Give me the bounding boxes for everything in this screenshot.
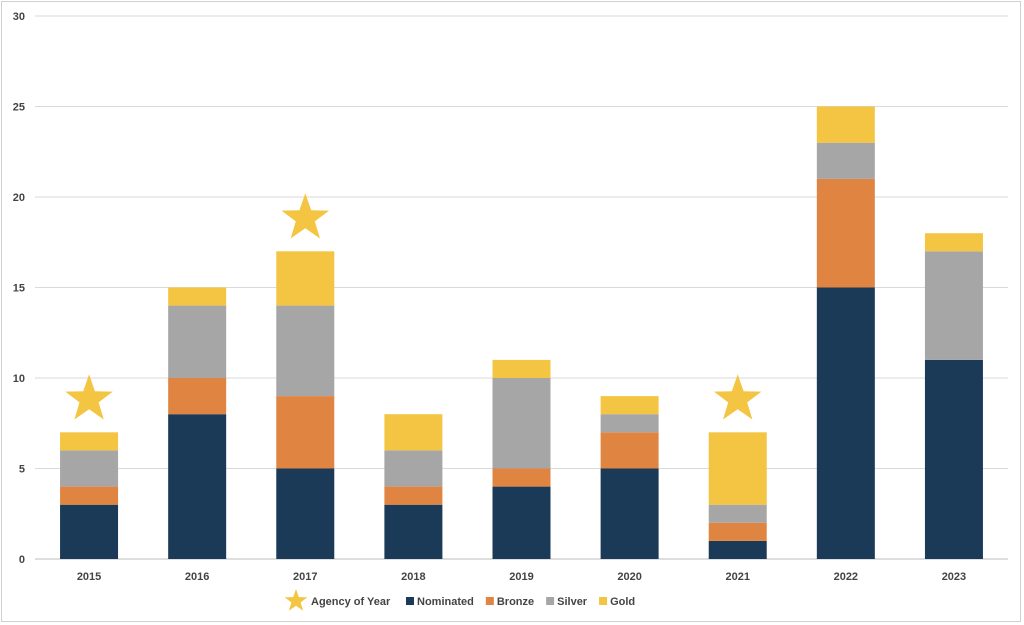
agency-of-year-star-icon	[713, 374, 762, 420]
legend-label: Nominated	[417, 596, 474, 608]
y-tick-label: 30	[13, 11, 25, 23]
bar-bronze-2016	[168, 378, 227, 415]
bar-silver-2016	[168, 305, 227, 378]
y-tick-label: 5	[19, 464, 25, 476]
bar-silver-2015	[60, 450, 119, 487]
legend-swatch	[599, 597, 608, 605]
bar-nominated-2020	[600, 468, 659, 559]
x-tick-label: 2015	[77, 571, 101, 583]
y-tick-label: 20	[13, 192, 25, 204]
bar-bronze-2021	[708, 522, 767, 541]
x-tick-label: 2022	[834, 571, 858, 583]
bar-gold-2021	[708, 432, 767, 505]
y-tick-label: 15	[13, 283, 25, 295]
bar-nominated-2023	[924, 359, 983, 559]
x-tick-label: 2016	[185, 571, 209, 583]
bar-gold-2022	[816, 106, 875, 143]
agency-of-year-star-icon	[65, 374, 113, 420]
x-tick-label: 2023	[942, 571, 966, 583]
bar-bronze-2019	[492, 468, 551, 487]
bar-silver-2022	[816, 142, 875, 179]
legend-swatch	[406, 597, 414, 605]
bar-bronze-2015	[60, 486, 119, 505]
legend-swatch	[546, 597, 555, 605]
y-tick-label: 25	[13, 102, 25, 114]
bar-nominated-2017	[276, 468, 335, 559]
bar-silver-2023	[924, 251, 983, 360]
bar-bronze-2017	[276, 396, 335, 469]
bar-gold-2020	[600, 396, 659, 415]
bar-nominated-2022	[816, 287, 875, 559]
legend-label: Silver	[557, 596, 588, 608]
x-tick-label: 2020	[617, 571, 641, 583]
x-tick-label: 2017	[293, 571, 317, 583]
agency-of-year-star-icon	[281, 193, 330, 239]
bar-gold-2015	[60, 432, 119, 451]
bar-silver-2020	[600, 414, 659, 433]
bar-gold-2023	[924, 233, 983, 252]
legend-label: Agency of Year	[311, 596, 391, 608]
bar-silver-2021	[708, 504, 767, 523]
y-tick-label: 0	[19, 554, 25, 566]
x-tick-label: 2019	[509, 571, 533, 583]
legend-star-icon	[284, 589, 308, 611]
bar-nominated-2016	[168, 414, 227, 559]
x-tick-label: 2018	[401, 571, 425, 583]
bar-silver-2019	[492, 378, 551, 469]
bar-silver-2018	[384, 450, 443, 487]
bar-bronze-2022	[816, 178, 875, 288]
bar-gold-2018	[384, 414, 443, 451]
legend-swatch	[485, 597, 494, 605]
y-tick-label: 10	[13, 373, 25, 385]
bar-bronze-2020	[600, 432, 659, 469]
bar-gold-2017	[276, 251, 335, 306]
bar-gold-2016	[168, 287, 227, 306]
bar-bronze-2018	[384, 486, 443, 505]
legend-label: Gold	[610, 596, 635, 608]
bar-gold-2019	[492, 359, 551, 378]
bar-nominated-2018	[384, 504, 443, 559]
bar-silver-2017	[276, 305, 335, 397]
bar-nominated-2015	[60, 504, 119, 559]
legend-label: Bronze	[497, 596, 534, 608]
bar-nominated-2021	[708, 540, 767, 559]
x-tick-label: 2021	[725, 571, 749, 583]
bar-nominated-2019	[492, 486, 551, 559]
